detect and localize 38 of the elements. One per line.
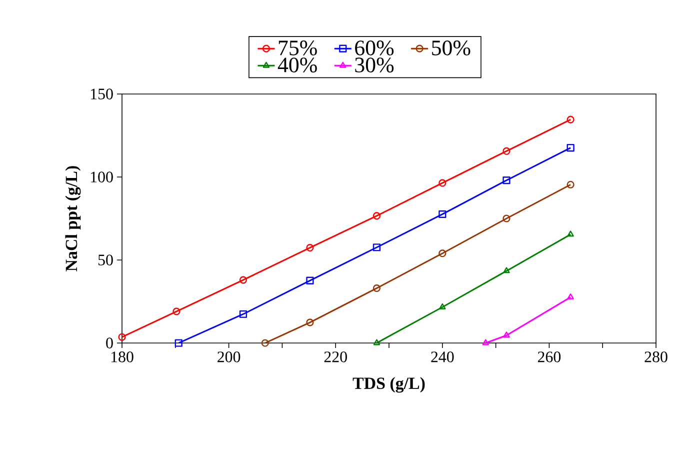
y-tick-label: 150	[90, 88, 113, 100]
point	[239, 276, 248, 284]
y-tick-label: 50	[98, 254, 113, 266]
x-tick-label: 220	[324, 352, 347, 362]
point	[372, 212, 381, 220]
legend-label: 30%	[355, 58, 394, 72]
point	[174, 339, 182, 347]
legend-label: 50%	[432, 40, 470, 56]
point	[502, 176, 510, 184]
x-tick-label: 280	[644, 352, 668, 362]
legend-label: 60%	[355, 40, 394, 56]
point	[503, 332, 510, 338]
point	[438, 179, 446, 187]
point	[372, 284, 381, 292]
point	[306, 318, 314, 326]
x-axis-title: TDS (g/L)	[352, 377, 425, 393]
x-tick-label: 260	[538, 352, 561, 362]
point	[438, 210, 446, 218]
y-axis-title: NaCl ppt (g/L)	[65, 166, 81, 272]
point	[172, 308, 180, 316]
point	[306, 244, 314, 252]
point	[566, 144, 574, 152]
point	[438, 250, 446, 258]
x-tick-label: 180	[111, 352, 134, 362]
point	[306, 276, 314, 284]
point	[502, 214, 510, 222]
x-tick-label: 240	[431, 352, 454, 362]
legend-label: 40%	[278, 58, 317, 72]
y-tick-label: 0	[106, 338, 113, 348]
point	[372, 244, 381, 252]
point	[439, 303, 446, 310]
legend-label: 75%	[278, 40, 317, 56]
point	[502, 147, 510, 155]
y-tick-label: 100	[90, 172, 113, 182]
point	[239, 310, 248, 318]
point	[118, 333, 126, 341]
x-tick-label: 200	[218, 352, 240, 362]
point	[503, 267, 510, 274]
